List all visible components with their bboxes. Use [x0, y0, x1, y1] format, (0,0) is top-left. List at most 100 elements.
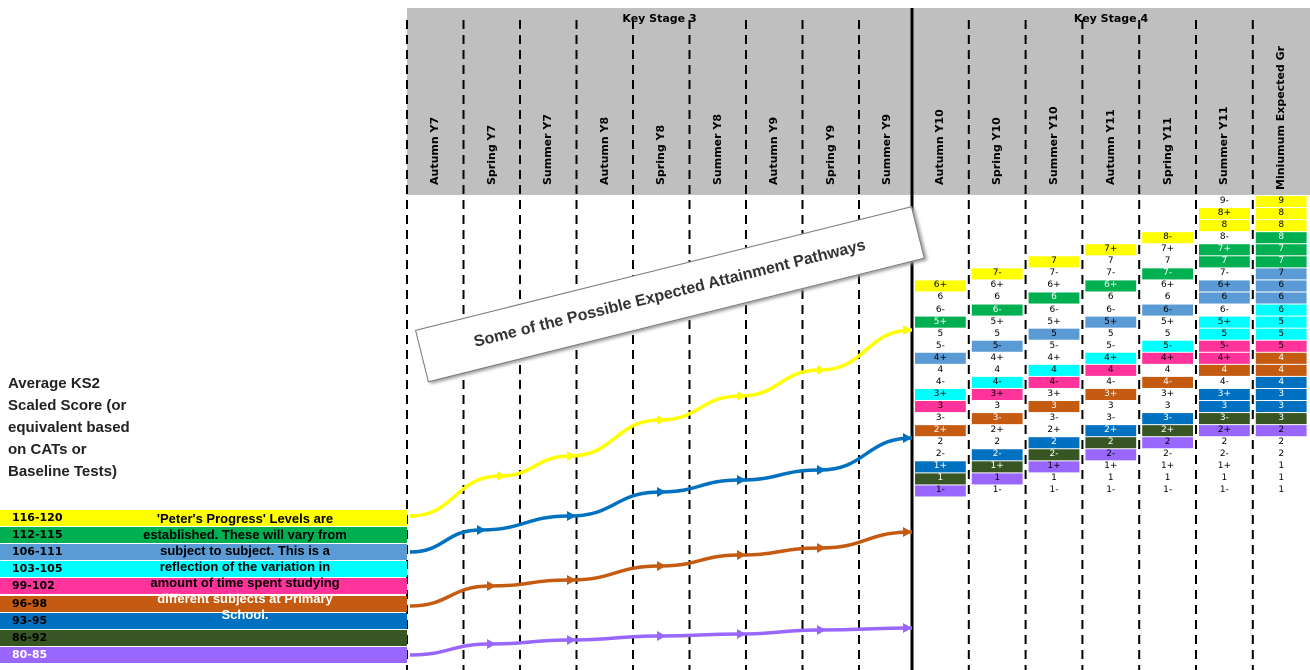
grade-cell: 1 — [1221, 473, 1228, 484]
column-label: Summer Y7 — [541, 113, 555, 185]
grade-cell: 6 — [1164, 292, 1171, 303]
grade-cell: 6+ — [1104, 280, 1118, 291]
grade-cell-fill — [1142, 352, 1193, 364]
grade-cell: 2- — [1106, 449, 1116, 460]
grade-cell-fill — [1028, 461, 1080, 473]
grade-cell: 3- — [1106, 413, 1116, 424]
grade-cell: 6 — [1051, 292, 1057, 303]
score-band: 86-92 — [0, 629, 407, 646]
grade-cell-fill — [1142, 425, 1193, 437]
grade-cell-fill — [1142, 268, 1193, 280]
grade-cell: 5 — [1221, 328, 1228, 339]
grade-cell-fill — [971, 304, 1023, 316]
grade-cell: 1 — [1278, 461, 1285, 472]
grade-cell-fill — [971, 388, 1023, 401]
grade-cell-fill — [1199, 208, 1250, 220]
grade-cell: 3 — [1278, 388, 1285, 399]
grade-cell: 6+ — [990, 280, 1004, 291]
column-label: Summer Y8 — [710, 113, 724, 185]
grade-cell: 3 — [1278, 413, 1285, 424]
grade-cell-fill — [1199, 292, 1250, 304]
grade-cell: 1+ — [933, 461, 948, 472]
grade-cell: 7+ — [1217, 244, 1232, 255]
grade-cell-fill — [1255, 425, 1307, 437]
score-band: 96-98 — [0, 595, 407, 612]
grade-cell: 4 — [994, 364, 1001, 375]
peters-progress-note: 'Peter's Progress' Levels are establishe… — [95, 511, 395, 623]
grade-cell: 4- — [935, 376, 945, 387]
grade-cell: 3 — [1278, 401, 1285, 412]
pathway-curve — [409, 626, 913, 657]
grade-cell-fill — [1199, 388, 1250, 401]
pathway-arrowhead — [817, 465, 826, 475]
grade-cell: 1+ — [1104, 461, 1118, 472]
grade-cell: 6- — [992, 304, 1002, 315]
grade-cell: 4+ — [933, 352, 948, 363]
note-line: established. These will vary from — [143, 527, 347, 542]
grade-cell: 4- — [1049, 376, 1059, 387]
grade-cell: 2- — [992, 449, 1002, 460]
grade-cell: 6- — [1049, 304, 1059, 315]
grade-cell-fill — [1255, 352, 1307, 364]
column-label: Spring Y7 — [484, 124, 498, 185]
grade-cell-fill — [915, 473, 966, 485]
grade-cell: 4 — [1278, 352, 1285, 363]
grade-cell: 6- — [935, 304, 945, 315]
score-band: 80-85 — [0, 646, 407, 663]
grade-cell-fill — [1255, 364, 1307, 376]
grade-cell: 5- — [1049, 340, 1059, 351]
grade-cell: 5+ — [990, 316, 1004, 327]
column-label: Spring Y9 — [823, 124, 837, 185]
grade-cell: 3 — [994, 401, 1001, 412]
grade-cell: 5 — [1107, 328, 1114, 339]
grade-cell: 2 — [1278, 449, 1285, 460]
score-range: 93-95 — [12, 613, 48, 627]
note-line: amount of time spent studying — [150, 575, 340, 590]
column-label: Spring Y8 — [654, 124, 668, 185]
grade-cell-fill — [1028, 401, 1080, 413]
note-line: 'Peter's Progress' Levels are — [156, 511, 334, 526]
grade-cell: 2 — [994, 437, 1001, 448]
grade-cell-fill — [971, 449, 1023, 461]
grade-cell-fill — [1255, 388, 1307, 401]
column-label: Spring Y11 — [1160, 117, 1174, 185]
grade-cell: 7 — [1221, 256, 1228, 267]
grade-cell: 5- — [1219, 340, 1229, 351]
grade-cell: 4 — [1051, 364, 1057, 375]
grade-cell-fill — [1028, 449, 1080, 461]
grade-cell-fill — [1085, 449, 1137, 461]
grade-cell: 6+ — [1160, 280, 1175, 291]
grade-cell: 5 — [1164, 328, 1171, 339]
heading-line: Scaled Score (or — [8, 397, 127, 414]
grade-cell-fill — [1199, 364, 1250, 376]
grade-cell-fill — [1085, 388, 1137, 401]
pathway-arrowhead — [737, 550, 746, 560]
pathway-arrowhead — [737, 629, 746, 639]
grade-cell-fill — [1255, 340, 1307, 352]
grade-cell-fill — [971, 473, 1023, 485]
note-line: subject to subject. This is a — [160, 543, 330, 558]
grade-cell: 6 — [1278, 280, 1285, 291]
grade-cell: 6 — [994, 292, 1001, 303]
grade-cell: 6+ — [933, 280, 948, 291]
score-range: 103-105 — [12, 562, 63, 576]
grade-cell-fill — [915, 485, 966, 497]
ks2-score-heading: Average KS2 Scaled Score (or equivalent … — [8, 373, 208, 483]
grade-cell: 1- — [1106, 485, 1116, 496]
grade-cell-fill — [915, 461, 966, 473]
grade-cell: 1 — [1278, 473, 1285, 484]
grade-cell: 3 — [1221, 401, 1228, 412]
grade-cell-fill — [1142, 340, 1193, 352]
grade-cell-fill — [1255, 256, 1307, 268]
grade-cell: 5+ — [1047, 316, 1061, 327]
score-band: 99-102 — [0, 578, 407, 595]
grade-cell: 7- — [1049, 268, 1059, 279]
score-range: 99-102 — [12, 579, 55, 593]
grade-cell-fill — [971, 461, 1023, 473]
grade-cell: 3 — [1051, 401, 1057, 412]
grade-cell: 5+ — [933, 316, 948, 327]
grade-cell-fill — [1255, 376, 1307, 388]
grade-cell: 5- — [1163, 340, 1173, 351]
grade-cell: 7 — [1278, 268, 1285, 279]
grade-cell: 1- — [935, 485, 945, 496]
